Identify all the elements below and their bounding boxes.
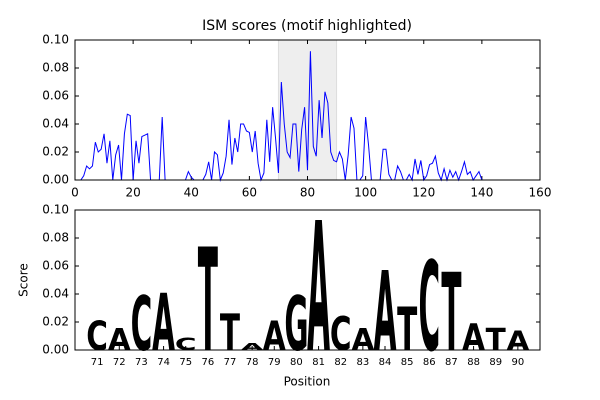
- plot-frame: [74, 209, 541, 351]
- x-tick-label: 81: [312, 357, 325, 368]
- x-tick-label: 120: [412, 186, 435, 200]
- y-tick-label: 0.10: [42, 33, 69, 47]
- logo-letter: A: [152, 279, 175, 370]
- x-tick-label: 60: [242, 186, 257, 200]
- y-tick-label: 0.04: [42, 117, 69, 131]
- x-tick-label: 71: [91, 357, 104, 368]
- logo-letter: C: [86, 314, 108, 361]
- y-tick-label: 0.02: [42, 145, 69, 159]
- x-tick-label: 73: [135, 357, 148, 368]
- x-tick-label: 77: [224, 357, 237, 368]
- logo-letter: A: [307, 185, 330, 393]
- x-tick-label: 84: [379, 357, 392, 368]
- logo-letter: C: [131, 282, 153, 369]
- y-tick-label: 0.10: [42, 203, 69, 217]
- y-tick-label: 0.02: [42, 315, 69, 329]
- x-tick-label: 86: [423, 357, 436, 368]
- x-axis-label: Position: [284, 375, 331, 389]
- logo-letter: A: [351, 322, 375, 358]
- x-tick-label: 90: [511, 357, 524, 368]
- y-tick-label: 0.08: [42, 231, 69, 245]
- y-tick-label: 0.04: [42, 287, 69, 301]
- x-tick-label: 89: [489, 357, 502, 368]
- x-tick-label: 79: [268, 357, 281, 368]
- line-series: [75, 51, 497, 182]
- x-tick-label: 80: [300, 186, 315, 200]
- logo-letter: T: [198, 220, 218, 385]
- y-tick-label: 0.06: [42, 259, 69, 273]
- logo-letter: A: [263, 314, 286, 361]
- x-tick-label: 20: [125, 186, 140, 200]
- logo-letter: T: [441, 250, 461, 375]
- x-tick-label: 72: [113, 357, 126, 368]
- x-tick-label: 75: [179, 357, 192, 368]
- logo-letter: C: [330, 308, 352, 362]
- x-tick-label: 85: [401, 357, 414, 368]
- logo-letter: C: [418, 237, 440, 380]
- x-tick-label: 160: [529, 186, 552, 200]
- x-tick-label: 100: [354, 186, 377, 200]
- logo-letter: C: [175, 334, 197, 354]
- logo-letter: T: [220, 304, 240, 362]
- logo-letter: T: [397, 296, 417, 366]
- y-tick-label: 0.06: [42, 89, 69, 103]
- logo-letter: A: [462, 316, 485, 359]
- x-tick-label: 78: [246, 357, 259, 368]
- logo-letter: A: [108, 322, 132, 358]
- logo-letter: T: [486, 322, 507, 358]
- x-tick-label: 83: [356, 357, 369, 368]
- plot-frame: [74, 39, 541, 181]
- x-tick-label: 87: [445, 357, 458, 368]
- x-tick-label: 82: [334, 357, 347, 368]
- x-tick-label: 0: [71, 186, 79, 200]
- y-tick-label: 0.00: [42, 343, 69, 357]
- y-axis-label: Score: [17, 263, 31, 297]
- logo-letter: G: [284, 282, 308, 369]
- x-tick-label: 140: [470, 186, 493, 200]
- logo-letter: A: [241, 342, 264, 353]
- y-tick-label: 0.00: [42, 173, 69, 187]
- y-tick-label: 0.08: [42, 61, 69, 75]
- x-tick-label: 80: [290, 357, 303, 368]
- logo-letter: A: [374, 249, 397, 376]
- x-tick-label: 88: [467, 357, 480, 368]
- logo-letter: A: [506, 325, 529, 356]
- x-tick-label: 76: [201, 357, 214, 368]
- chart-title: ISM scores (motif highlighted): [202, 18, 412, 34]
- x-tick-label: 40: [184, 186, 199, 200]
- x-tick-label: 74: [157, 357, 170, 368]
